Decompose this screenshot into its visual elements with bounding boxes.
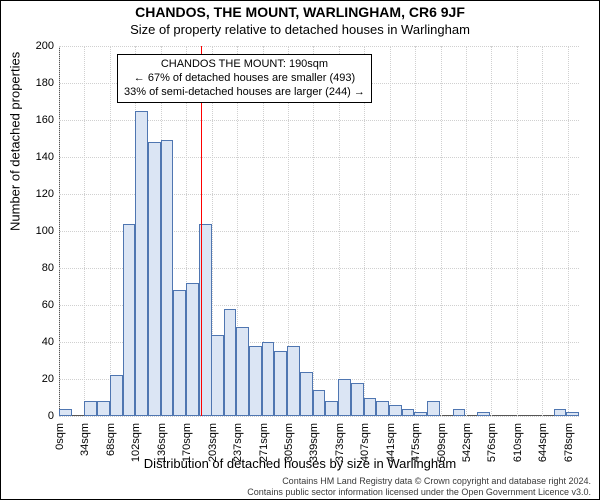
histogram-bar [376,401,389,416]
chart-footer: Contains HM Land Registry data © Crown c… [247,476,591,497]
histogram-bar [554,409,567,416]
chart-title: CHANDOS, THE MOUNT, WARLINGHAM, CR6 9JF [1,4,599,20]
grid-line-v [441,46,442,416]
histogram-bar [313,390,326,416]
histogram-bar [338,379,351,416]
grid-line-v [110,46,111,416]
histogram-bar [224,309,237,416]
ytick-label: 40 [42,336,59,348]
histogram-bar [249,346,262,416]
histogram-bar [135,111,148,416]
histogram-bar [477,412,490,416]
histogram-bar [351,383,364,416]
info-line3: 33% of semi-detached houses are larger (… [124,86,365,100]
histogram-bar [97,401,110,416]
grid-line-v [390,46,391,416]
ytick-label: 60 [42,299,59,311]
xtick-label: 0sqm [52,423,66,450]
histogram-bar [186,283,199,416]
histogram-bar [262,342,275,416]
x-axis-label: Distribution of detached houses by size … [1,456,599,471]
ytick-label: 180 [36,77,59,89]
grid-line-v [415,46,416,416]
grid-line-v [491,46,492,416]
grid-line-v [59,46,60,416]
footer-line2: Contains public sector information licen… [247,487,591,497]
info-box: CHANDOS THE MOUNT: 190sqm← 67% of detach… [117,54,372,103]
histogram-bar [364,398,377,417]
info-line1: CHANDOS THE MOUNT: 190sqm [124,58,365,72]
grid-line-v [542,46,543,416]
histogram-bar [414,412,427,416]
histogram-bar [161,140,174,416]
histogram-bar [173,290,186,416]
ytick-label: 200 [36,40,59,52]
info-line2: ← 67% of detached houses are smaller (49… [124,72,365,86]
ytick-label: 80 [42,262,59,274]
y-axis-label: Number of detached properties [8,52,23,231]
histogram-bar [236,327,249,416]
chart-container: CHANDOS, THE MOUNT, WARLINGHAM, CR6 9JF … [0,0,600,500]
histogram-bar [211,335,224,416]
histogram-bar [325,401,338,416]
xtick-label: 68sqm [103,423,117,456]
histogram-bar [123,224,136,416]
histogram-bar [389,405,402,416]
histogram-bar [300,372,313,416]
histogram-bar [566,412,579,416]
ytick-label: 140 [36,151,59,163]
histogram-bar [402,409,415,416]
ytick-label: 160 [36,114,59,126]
ytick-label: 20 [42,373,59,385]
histogram-bar [59,409,72,416]
ytick-label: 100 [36,225,59,237]
histogram-bar [427,401,440,416]
grid-line-v [466,46,467,416]
grid-line-v [568,46,569,416]
ytick-label: 0 [48,410,59,422]
chart-subtitle: Size of property relative to detached ho… [1,22,599,37]
grid-line-h [59,46,579,47]
histogram-bar [110,375,123,416]
grid-line-h [59,416,579,417]
xtick-label: 34sqm [77,423,91,456]
histogram-bar [148,142,161,416]
grid-line-v [517,46,518,416]
ytick-label: 120 [36,188,59,200]
histogram-bar [274,351,287,416]
histogram-bar [453,409,466,416]
histogram-bar [84,401,97,416]
plot-area: 0204060801001201401601802000sqm34sqm68sq… [59,46,579,416]
grid-line-v [84,46,85,416]
histogram-bar [287,346,300,416]
footer-line1: Contains HM Land Registry data © Crown c… [247,476,591,486]
